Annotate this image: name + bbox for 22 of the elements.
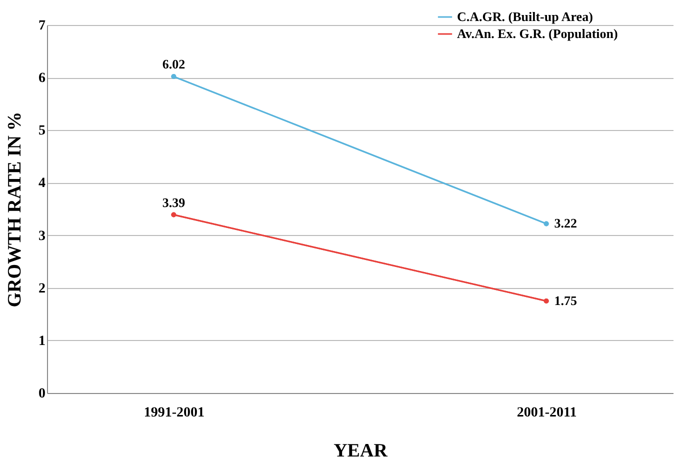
legend-label: Av.An. Ex. G.R. (Population) xyxy=(457,26,618,41)
point xyxy=(171,74,176,80)
y-axis-title: GROWTH RATE IN % xyxy=(4,112,26,308)
y-tick-label: 7 xyxy=(38,18,46,34)
y-tick-label: 2 xyxy=(38,281,46,296)
point xyxy=(544,221,549,226)
y-tick-label: 5 xyxy=(38,124,46,139)
y-tick-label: 4 xyxy=(38,176,46,192)
data-label: 1.75 xyxy=(554,293,578,308)
x-tick-label: 1991-2001 xyxy=(144,406,205,420)
y-tick-label: 0 xyxy=(38,386,46,402)
x-axis-title: YEAR xyxy=(334,440,388,462)
point xyxy=(171,212,176,218)
x-tick-label: 2001-2011 xyxy=(516,406,577,420)
legend-label: C.A.GR. (Built-up Area) xyxy=(457,9,593,24)
data-label: 6.02 xyxy=(162,56,186,72)
y-tick-label: 6 xyxy=(38,71,46,86)
point xyxy=(544,298,549,304)
data-label: 3.39 xyxy=(162,194,186,210)
data-label: 3.22 xyxy=(554,216,578,231)
y-tick-label: 1 xyxy=(38,334,46,349)
y-tick-label: 3 xyxy=(38,228,46,244)
